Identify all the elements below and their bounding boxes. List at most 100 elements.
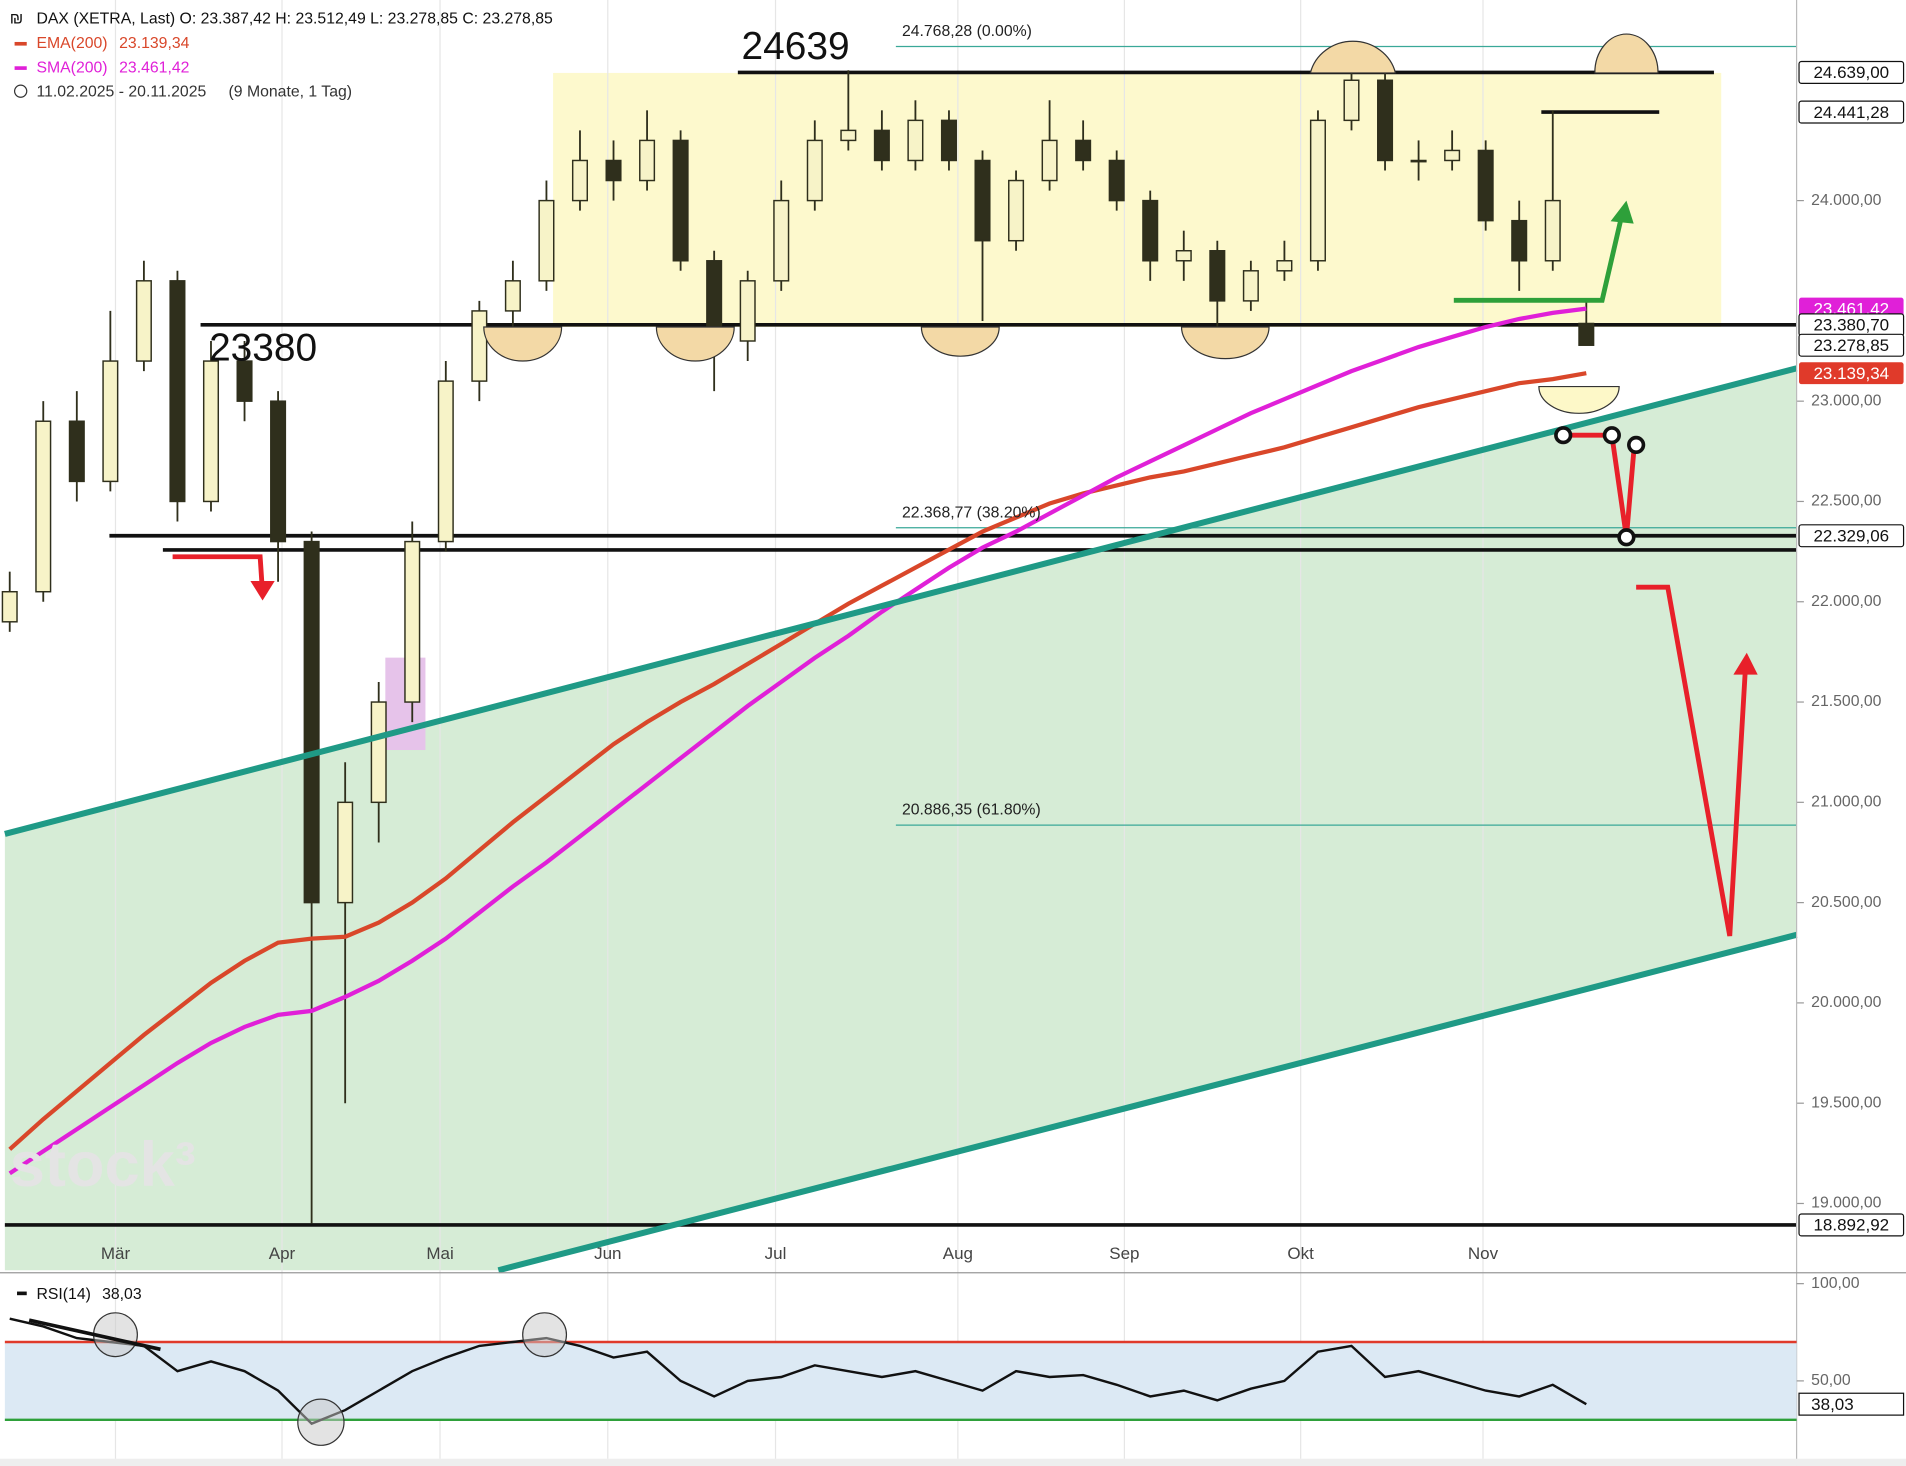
price-tag <box>1798 333 1905 357</box>
ma-line <box>8 306 1587 1176</box>
candle-body <box>270 400 287 543</box>
candle-body <box>873 129 890 162</box>
candle-body <box>236 360 253 402</box>
arrow <box>1563 432 1637 538</box>
rsi-label: RSI(14) <box>36 1286 90 1303</box>
arc <box>483 326 563 362</box>
price-tag <box>1798 100 1905 124</box>
legend-value: 23.461,42 <box>119 59 189 76</box>
marker <box>1602 426 1621 445</box>
y-tick-label: 22.500,00 <box>1811 493 1881 510</box>
candle-body <box>135 280 152 362</box>
candle-body <box>370 701 387 804</box>
plot <box>1 45 1797 1227</box>
price-tag-label: 23.380,70 <box>1813 316 1889 335</box>
arc <box>1538 385 1620 414</box>
price-tag-label: 18.892,92 <box>1813 1216 1889 1235</box>
ma-line <box>8 371 1587 1151</box>
candle-body <box>1343 79 1360 122</box>
candle-body <box>1477 149 1494 222</box>
x-tick-label: Jul <box>765 1244 787 1263</box>
marker <box>1617 528 1636 547</box>
candle-body <box>1242 270 1259 302</box>
channel-zone <box>4 368 1797 1271</box>
price-tag <box>1799 362 1904 385</box>
rsi-tag-label: 38,03 <box>1811 1395 1854 1414</box>
rsi-circle <box>297 1398 345 1446</box>
candle-body <box>639 139 656 182</box>
bottom-bar <box>0 1458 1906 1466</box>
y-tick-label: 24.000,00 <box>1811 192 1881 209</box>
marker <box>1554 426 1573 445</box>
chart-title: DAX (XETRA, Last) O: 23.387,42 H: 23.512… <box>36 11 553 28</box>
candle-body <box>1108 159 1125 202</box>
candle-body <box>940 119 957 162</box>
price-tag-label: 22.329,06 <box>1813 526 1889 545</box>
candle-body <box>35 420 52 593</box>
x-tick-label: Sep <box>1109 1244 1139 1263</box>
candle-body <box>303 540 320 904</box>
candle-body <box>471 310 488 382</box>
candle-body <box>1544 199 1561 262</box>
channel-lower <box>497 931 1798 1274</box>
candle-body <box>773 199 790 282</box>
x-tick-label: Jun <box>594 1244 621 1263</box>
arc <box>1180 326 1270 360</box>
price-tag <box>1798 1213 1905 1237</box>
candle-body <box>907 119 924 162</box>
marker <box>1627 435 1646 455</box>
annotation: 23380 <box>209 326 317 369</box>
candle-body <box>68 420 85 483</box>
candle-body <box>806 139 823 202</box>
candle-body <box>169 280 186 503</box>
candle-body <box>538 199 555 282</box>
arrowhead <box>1733 652 1758 675</box>
candle-body <box>337 801 354 904</box>
arrowhead <box>1610 200 1634 224</box>
price-tag-label: 23.278,85 <box>1813 336 1889 355</box>
legend-value: 23.139,34 <box>119 35 189 52</box>
candle-body <box>605 159 622 182</box>
candle-body <box>1276 260 1293 272</box>
rsi-tag <box>1798 1392 1905 1416</box>
candle-body <box>1075 139 1092 162</box>
price-tag-label: 23.139,34 <box>1813 364 1889 383</box>
candle-body <box>1578 322 1595 346</box>
candle-body <box>1041 139 1058 182</box>
price-tag-label: 24.441,28 <box>1813 103 1889 122</box>
arcs <box>483 33 1659 414</box>
fib-label: 22.368,77 (38.20%) <box>902 504 1041 521</box>
arrow <box>1636 584 1748 937</box>
y-tick-label: 20.500,00 <box>1811 894 1881 911</box>
candle-body <box>1175 250 1192 262</box>
y-tick-label: 19.500,00 <box>1811 1094 1881 1111</box>
arrowhead <box>250 581 275 601</box>
legend-label: EMA(200) <box>36 35 107 52</box>
y-tick-label: 20.000,00 <box>1811 994 1881 1011</box>
markers <box>1554 426 1646 547</box>
y-tick-label: 21.000,00 <box>1811 794 1881 811</box>
legend-label: SMA(200) <box>36 59 107 76</box>
x-tick-label: Nov <box>1468 1244 1499 1263</box>
rsi-trendline <box>28 1318 161 1352</box>
y-tick-label: 23.000,00 <box>1811 392 1881 409</box>
rsi-tick-label: 50,00 <box>1811 1372 1851 1389</box>
header-icon: ₪ <box>10 11 23 28</box>
arrow <box>1453 215 1624 303</box>
fib-label: 20.886,35 (61.80%) <box>902 802 1041 819</box>
candle-body <box>840 129 857 142</box>
clock-icon <box>13 84 28 98</box>
x-tick-label: Okt <box>1287 1244 1314 1263</box>
candle-body <box>1309 119 1326 262</box>
y-tick-label: 22.000,00 <box>1811 593 1881 610</box>
arc <box>1309 40 1397 74</box>
candle-body <box>202 360 220 503</box>
channel-upper <box>4 365 1798 837</box>
annotation: 24639 <box>741 25 849 68</box>
candle-body <box>1410 159 1427 163</box>
rsi-line <box>9 1317 1587 1426</box>
candle-body <box>739 280 756 342</box>
rsi-value: 38,03 <box>102 1286 142 1303</box>
